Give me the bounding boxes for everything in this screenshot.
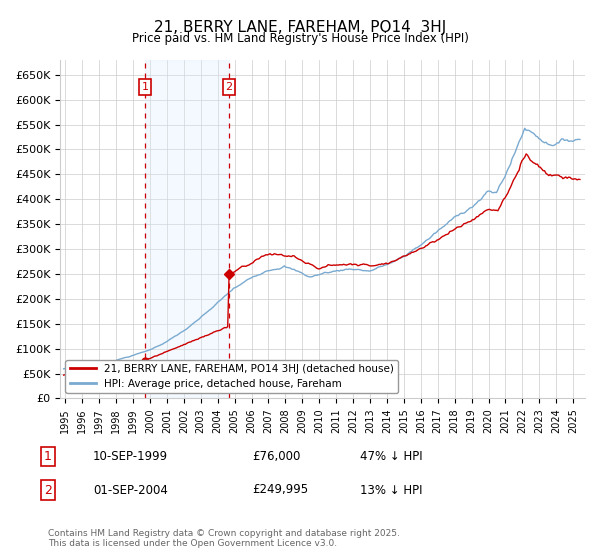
Text: 21, BERRY LANE, FAREHAM, PO14  3HJ: 21, BERRY LANE, FAREHAM, PO14 3HJ xyxy=(154,20,446,35)
Text: Price paid vs. HM Land Registry's House Price Index (HPI): Price paid vs. HM Land Registry's House … xyxy=(131,32,469,45)
Text: £76,000: £76,000 xyxy=(252,450,301,463)
Text: 13% ↓ HPI: 13% ↓ HPI xyxy=(360,483,422,497)
Text: £249,995: £249,995 xyxy=(252,483,308,497)
Bar xyxy=(145,60,229,398)
Text: 1: 1 xyxy=(44,450,52,463)
Text: Contains HM Land Registry data © Crown copyright and database right 2025.
This d: Contains HM Land Registry data © Crown c… xyxy=(48,529,400,548)
Text: 2: 2 xyxy=(44,483,52,497)
Text: 2: 2 xyxy=(226,82,233,92)
Text: 47% ↓ HPI: 47% ↓ HPI xyxy=(360,450,422,463)
Text: 01-SEP-2004: 01-SEP-2004 xyxy=(93,483,168,497)
Legend: 21, BERRY LANE, FAREHAM, PO14 3HJ (detached house), HPI: Average price, detached: 21, BERRY LANE, FAREHAM, PO14 3HJ (detac… xyxy=(65,360,398,393)
Text: 1: 1 xyxy=(142,82,148,92)
Text: 10-SEP-1999: 10-SEP-1999 xyxy=(93,450,168,463)
